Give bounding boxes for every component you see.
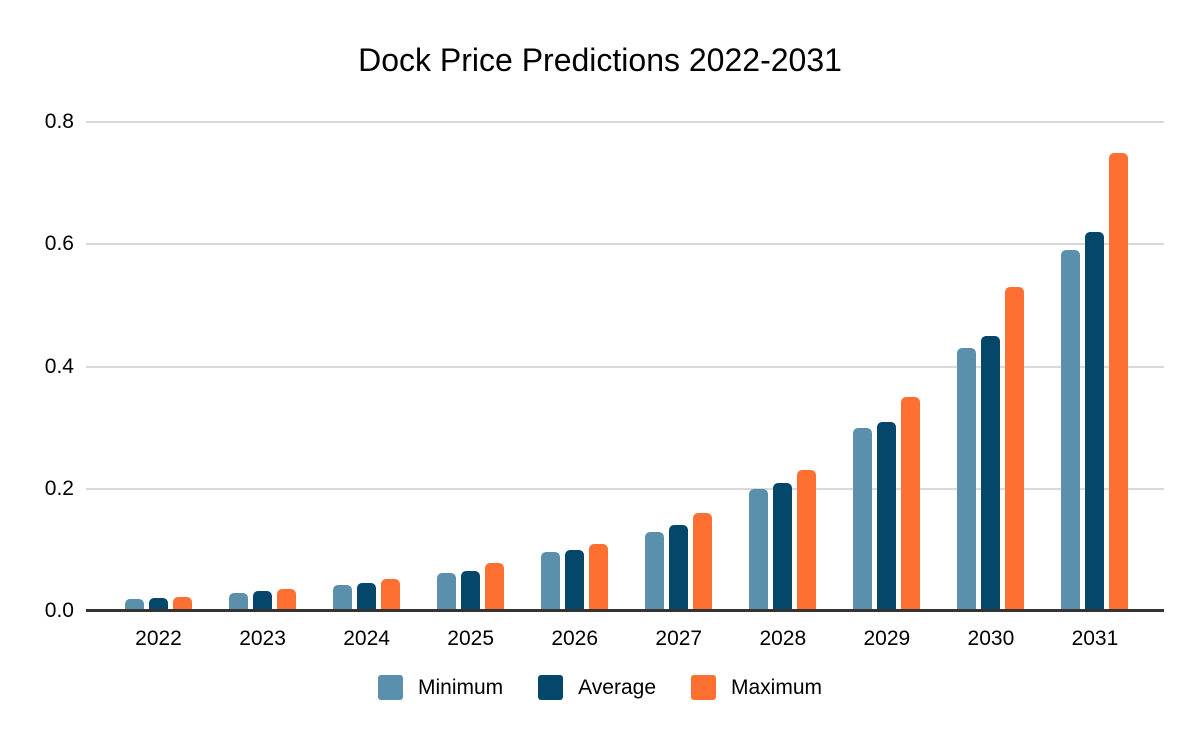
bar-average-2028 bbox=[773, 483, 793, 611]
bar-average-2025 bbox=[461, 571, 481, 611]
legend-label-maximum: Maximum bbox=[731, 676, 823, 699]
x-tick-label-2031: 2031 bbox=[1071, 627, 1119, 650]
bar-minimum-2025 bbox=[437, 573, 457, 611]
x-axis-baseline bbox=[86, 609, 1164, 612]
plot-area bbox=[86, 121, 1164, 612]
bar-average-2023 bbox=[253, 591, 273, 611]
bar-maximum-2030 bbox=[1005, 287, 1025, 611]
bar-maximum-2028 bbox=[797, 470, 817, 611]
x-tick-label-2028: 2028 bbox=[759, 627, 807, 650]
y-tick-label: 0.6 bbox=[44, 232, 74, 256]
y-tick-label: 0.8 bbox=[44, 110, 74, 133]
legend-item-average: Average bbox=[538, 675, 656, 700]
chart-title: Dock Price Predictions 2022-2031 bbox=[358, 42, 842, 78]
bar-minimum-2028 bbox=[749, 489, 769, 611]
y-tick-label: 0.2 bbox=[44, 476, 74, 500]
legend-swatch-minimum-icon bbox=[377, 675, 403, 700]
bar-maximum-2026 bbox=[589, 544, 609, 611]
bar-average-2024 bbox=[357, 583, 377, 611]
bar-maximum-2025 bbox=[485, 563, 505, 611]
legend-label-average: Average bbox=[578, 676, 656, 699]
gridline bbox=[86, 365, 1164, 368]
x-tick-label-2023: 2023 bbox=[239, 627, 286, 650]
x-tick-label-2030: 2030 bbox=[967, 627, 1015, 650]
x-tick-label-2026: 2026 bbox=[551, 627, 599, 650]
bar-minimum-2026 bbox=[541, 552, 561, 611]
legend: Minimum Average Maximum bbox=[0, 675, 1200, 700]
legend-swatch-maximum-icon bbox=[691, 675, 716, 700]
bar-maximum-2022 bbox=[173, 597, 192, 611]
y-tick-label: 0.0 bbox=[44, 599, 74, 622]
bar-maximum-2023 bbox=[277, 589, 297, 611]
bar-maximum-2024 bbox=[381, 579, 401, 611]
x-tick-label-2029: 2029 bbox=[863, 627, 911, 650]
bar-minimum-2022 bbox=[125, 599, 144, 611]
bar-maximum-2029 bbox=[901, 397, 921, 611]
gridline bbox=[86, 121, 1164, 123]
bar-minimum-2030 bbox=[957, 348, 977, 611]
y-tick-label: 0.4 bbox=[44, 354, 74, 378]
legend-item-minimum: Minimum bbox=[377, 675, 504, 700]
x-tick-label-2022: 2022 bbox=[135, 627, 182, 650]
gridline bbox=[86, 243, 1164, 246]
bar-average-2029 bbox=[877, 422, 897, 611]
bar-minimum-2031 bbox=[1061, 250, 1081, 611]
bar-minimum-2027 bbox=[645, 532, 665, 611]
gridline bbox=[86, 487, 1164, 490]
legend-label-minimum: Minimum bbox=[417, 676, 504, 699]
x-tick-label-2027: 2027 bbox=[655, 627, 703, 650]
bar-minimum-2023 bbox=[229, 593, 249, 611]
legend-item-maximum: Maximum bbox=[691, 675, 822, 700]
bar-average-2027 bbox=[669, 525, 689, 611]
bar-average-2031 bbox=[1085, 232, 1105, 611]
x-tick-label-2025: 2025 bbox=[447, 627, 494, 650]
legend-swatch-average-icon bbox=[538, 675, 564, 700]
bar-average-2022 bbox=[149, 598, 168, 611]
x-tick-label-2024: 2024 bbox=[343, 627, 390, 650]
bar-minimum-2029 bbox=[853, 428, 873, 611]
bar-minimum-2024 bbox=[333, 585, 353, 611]
bar-maximum-2031 bbox=[1109, 153, 1129, 611]
bar-average-2030 bbox=[981, 336, 1001, 611]
bar-average-2026 bbox=[565, 550, 585, 611]
bar-maximum-2027 bbox=[693, 513, 713, 611]
